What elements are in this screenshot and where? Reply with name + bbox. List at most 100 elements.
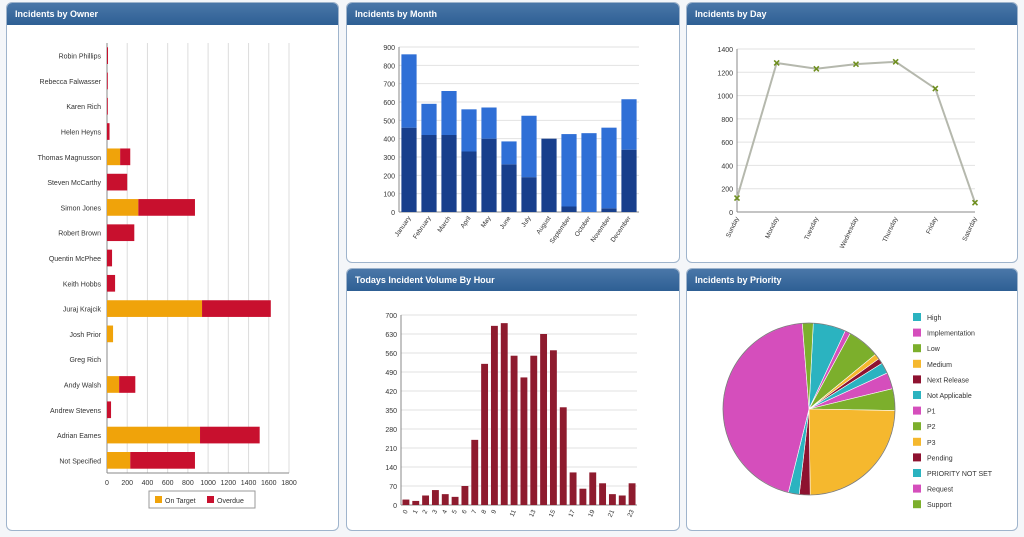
day-series-line xyxy=(736,60,976,204)
month-x-tick-label: July xyxy=(520,215,533,229)
owner-x-tick-label: 1200 xyxy=(221,480,237,487)
month-y-tick-label: 200 xyxy=(383,173,395,180)
hour-y-tick-label: 560 xyxy=(385,351,397,358)
owner-category-label: Quentin McPhee xyxy=(49,256,101,263)
priority-panel-title: Incidents by Priority xyxy=(687,269,1017,291)
hour-bar xyxy=(540,334,548,505)
owner-bar-overdue xyxy=(107,249,113,267)
owner-panel-title: Incidents by Owner xyxy=(7,3,338,25)
day-y-tick-label: 800 xyxy=(721,117,733,124)
day-y-tick-label: 400 xyxy=(721,163,733,170)
hour-y-tick-label: 490 xyxy=(385,370,397,377)
day-y-tick-label: 1000 xyxy=(717,94,733,101)
hour-bar xyxy=(402,499,410,505)
month-bar-segment xyxy=(581,133,597,212)
hour-x-tick-label: 0 xyxy=(402,509,410,516)
owner-category-label: Greg Rich xyxy=(69,357,101,364)
owner-legend-label: On Target xyxy=(165,498,196,505)
month-y-tick-label: 900 xyxy=(383,45,395,52)
month-bar-segment xyxy=(401,54,417,128)
hour-bar xyxy=(608,494,616,505)
owner-x-tick-label: 1800 xyxy=(281,480,297,487)
hour-x-tick-label: 5 xyxy=(451,509,459,516)
hour-y-tick-label: 0 xyxy=(393,503,397,510)
month-x-tick-label: May xyxy=(480,215,493,230)
owner-bar-on-target xyxy=(107,376,120,393)
owner-bar-overdue xyxy=(202,300,271,317)
month-y-tick-label: 800 xyxy=(383,63,395,70)
owner-bar-overdue xyxy=(107,97,108,115)
priority-legend-label: Support xyxy=(927,502,952,509)
priority-legend-label: PRIORITY NOT SET xyxy=(927,471,993,478)
priority-legend-swatch xyxy=(913,375,921,384)
priority-legend-label: High xyxy=(927,315,942,322)
priority-legend-label: Request xyxy=(927,487,953,494)
owner-category-label: Simon Jones xyxy=(61,205,102,212)
month-bar-segment xyxy=(601,127,617,209)
priority-chart: High Implementation Low Medium Next Release N… xyxy=(722,313,993,509)
owner-x-tick-label: 0 xyxy=(105,480,109,487)
month-bar-segment xyxy=(441,135,457,212)
hour-bar xyxy=(520,377,528,505)
priority-pie-outline xyxy=(722,322,896,496)
hour-bar xyxy=(422,495,430,505)
hour-y-tick-label: 140 xyxy=(385,465,397,472)
hour-x-tick-label: 3 xyxy=(431,509,439,516)
priority-slice xyxy=(808,408,896,496)
priority-legend-swatch xyxy=(913,422,921,431)
owner-x-tick-label: 800 xyxy=(182,480,194,487)
owner-bar-on-target xyxy=(107,325,114,343)
month-chart: 0 100 200 300 400 500 600 700 800 900 January Febru… xyxy=(383,45,639,245)
priority-legend-label: Implementation xyxy=(927,331,975,338)
priority-legend-label: Pending xyxy=(927,455,953,462)
priority-legend-swatch xyxy=(913,328,921,337)
month-bar-segment xyxy=(601,208,617,212)
day-y-tick-label: 600 xyxy=(721,140,733,147)
hour-y-tick-label: 280 xyxy=(385,427,397,434)
month-y-tick-label: 600 xyxy=(383,100,395,107)
hour-x-tick-label: 15 xyxy=(548,509,558,519)
day-panel-title: Incidents by Day xyxy=(687,3,1017,25)
hour-x-tick-label: 23 xyxy=(626,509,636,519)
hour-y-tick-label: 700 xyxy=(385,313,397,320)
hour-bar xyxy=(412,500,420,505)
month-bar-segment xyxy=(481,138,497,212)
day-x-tick-label: Wednesday xyxy=(839,215,860,250)
month-y-tick-label: 400 xyxy=(383,137,395,144)
owner-category-label: Andrew Stevens xyxy=(50,408,101,415)
day-panel: Incidents by Day 0 200 400 600 800 1000 1200 14… xyxy=(686,2,1018,263)
priority-legend-swatch xyxy=(913,453,921,462)
hour-x-tick-label: 4 xyxy=(441,509,449,516)
month-bar-segment xyxy=(621,149,637,212)
owner-bar-overdue xyxy=(138,199,195,216)
month-y-tick-label: 100 xyxy=(383,192,395,199)
month-x-tick-label: June xyxy=(499,215,513,231)
priority-legend-swatch xyxy=(913,500,921,509)
owner-category-label: Andy Walsh xyxy=(64,382,101,389)
owner-bar-overdue xyxy=(107,123,110,140)
hour-bar xyxy=(481,363,489,505)
priority-legend-swatch xyxy=(913,391,921,399)
hour-y-tick-label: 420 xyxy=(385,389,397,396)
priority-legend-label: Medium xyxy=(927,362,952,369)
day-data-point xyxy=(852,61,860,68)
priority-legend-swatch xyxy=(913,469,921,477)
hour-bar xyxy=(559,407,567,505)
hour-y-tick-label: 630 xyxy=(385,332,397,339)
month-bar-segment xyxy=(401,127,417,212)
hour-bar xyxy=(628,483,636,505)
priority-legend-swatch xyxy=(913,359,921,368)
owner-bar-overdue xyxy=(107,401,112,419)
month-bar-segment xyxy=(561,206,577,212)
priority-legend-label: P3 xyxy=(927,440,936,447)
month-y-tick-label: 300 xyxy=(383,155,395,162)
owner-bar-overdue xyxy=(120,148,131,166)
hour-x-tick-label: 21 xyxy=(607,509,617,519)
hour-panel: Todays Incident Volume By Hour 0 70 140 210… xyxy=(346,268,680,531)
hour-bar xyxy=(500,323,508,505)
priority-legend-label: Next Release xyxy=(927,377,969,384)
owner-legend-swatch xyxy=(155,496,162,503)
month-x-tick-label: January xyxy=(394,215,413,239)
hour-bar xyxy=(461,486,469,505)
